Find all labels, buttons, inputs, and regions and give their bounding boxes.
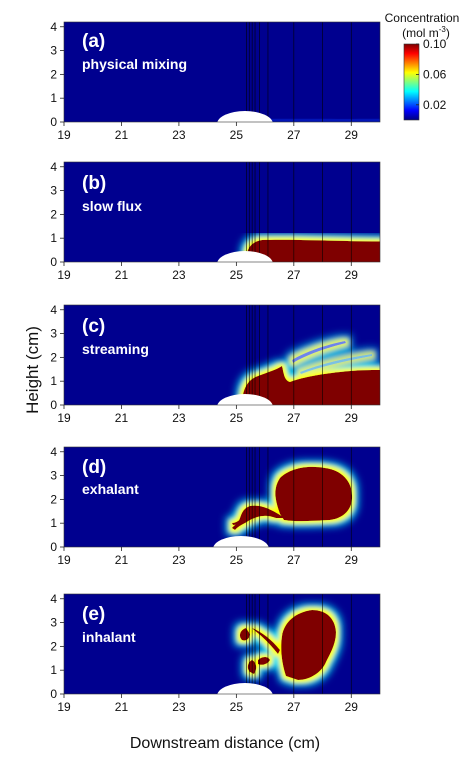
x-tick-label: 19 <box>57 411 71 425</box>
y-tick-label: 3 <box>50 616 57 630</box>
y-tick-label: 4 <box>50 20 57 34</box>
colorbar-units: (mol m-3) <box>402 25 450 40</box>
y-tick-label: 0 <box>50 540 57 554</box>
panel-letter: (c) <box>82 316 105 337</box>
y-tick-label: 1 <box>50 663 57 677</box>
colorbar-tick-label: 0.10 <box>423 37 447 51</box>
x-tick-label: 27 <box>287 700 301 714</box>
y-axis-title: Height (cm) <box>23 326 42 414</box>
panel-frame <box>63 304 381 406</box>
burrow-mound <box>217 683 273 694</box>
x-tick-label: 23 <box>172 268 186 282</box>
x-tick-label: 21 <box>115 700 129 714</box>
x-tick-label: 19 <box>57 128 71 142</box>
panel-title: streaming <box>82 341 149 357</box>
panel-title: physical mixing <box>82 56 187 72</box>
y-tick-label: 0 <box>50 398 57 412</box>
y-tick-label: 1 <box>50 231 57 245</box>
x-tick-label: 25 <box>230 553 244 567</box>
x-tick-label: 29 <box>345 411 359 425</box>
x-tick-label: 25 <box>230 128 244 142</box>
panel-letter: (a) <box>82 31 105 52</box>
x-tick-label: 29 <box>345 268 359 282</box>
x-tick-label: 27 <box>287 128 301 142</box>
panel-letter: (b) <box>82 173 106 194</box>
plume <box>258 118 380 122</box>
x-tick-label: 21 <box>115 128 129 142</box>
x-tick-label: 21 <box>115 268 129 282</box>
x-tick-label: 23 <box>172 411 186 425</box>
y-tick-label: 1 <box>50 91 57 105</box>
x-tick-label: 23 <box>172 700 186 714</box>
plume <box>232 466 353 530</box>
burrow-mound <box>213 536 269 547</box>
y-tick-label: 3 <box>50 44 57 58</box>
x-tick-label: 29 <box>345 553 359 567</box>
y-tick-label: 0 <box>50 115 57 129</box>
panel-letter: (d) <box>82 457 106 478</box>
y-tick-label: 2 <box>50 639 57 653</box>
colorbar: Concentration (mol m-3) 0.10 0.06 0.02 <box>385 11 460 121</box>
panel-title: exhalant <box>82 481 139 497</box>
x-tick-label: 25 <box>230 700 244 714</box>
colorbar-tick-label: 0.02 <box>423 98 447 112</box>
y-tick-label: 3 <box>50 184 57 198</box>
y-tick-label: 3 <box>50 469 57 483</box>
x-tick-label: 25 <box>230 411 244 425</box>
colorbar-tick-label: 0.06 <box>423 67 447 81</box>
panel-letter: (e) <box>82 604 105 625</box>
x-tick-label: 27 <box>287 411 301 425</box>
y-tick-label: 4 <box>50 592 57 606</box>
x-tick-label: 19 <box>57 268 71 282</box>
panel-title: inhalant <box>82 629 136 645</box>
plume <box>242 341 380 405</box>
x-tick-label: 23 <box>172 553 186 567</box>
x-tick-label: 19 <box>57 700 71 714</box>
burrow-mound <box>217 394 273 405</box>
x-tick-label: 23 <box>172 128 186 142</box>
x-tick-label: 29 <box>345 128 359 142</box>
x-axis-title: Downstream distance (cm) <box>130 735 320 752</box>
y-tick-label: 4 <box>50 445 57 459</box>
colorbar-gradient <box>403 43 420 121</box>
x-tick-label: 19 <box>57 553 71 567</box>
x-tick-label: 27 <box>287 268 301 282</box>
y-tick-label: 0 <box>50 255 57 269</box>
burrow-mound <box>217 111 273 122</box>
panel-frame <box>63 446 381 548</box>
plume <box>246 239 380 262</box>
y-tick-label: 2 <box>50 350 57 364</box>
colorbar-title: Concentration <box>385 11 460 25</box>
panel-frame <box>63 593 381 695</box>
y-tick-label: 4 <box>50 303 57 317</box>
panel-title: slow flux <box>82 198 142 214</box>
x-tick-label: 25 <box>230 268 244 282</box>
panel-background <box>64 22 380 122</box>
y-tick-label: 3 <box>50 327 57 341</box>
y-tick-label: 1 <box>50 374 57 388</box>
x-tick-label: 27 <box>287 553 301 567</box>
y-tick-label: 4 <box>50 160 57 174</box>
y-tick-label: 1 <box>50 516 57 530</box>
panel-frame <box>63 161 381 263</box>
x-tick-label: 29 <box>345 700 359 714</box>
y-tick-label: 2 <box>50 492 57 506</box>
panel-frame <box>63 21 381 123</box>
x-tick-label: 21 <box>115 411 129 425</box>
burrow-mound <box>217 251 273 262</box>
y-tick-label: 2 <box>50 207 57 221</box>
x-tick-label: 21 <box>115 553 129 567</box>
y-tick-label: 0 <box>50 687 57 701</box>
y-tick-label: 2 <box>50 67 57 81</box>
